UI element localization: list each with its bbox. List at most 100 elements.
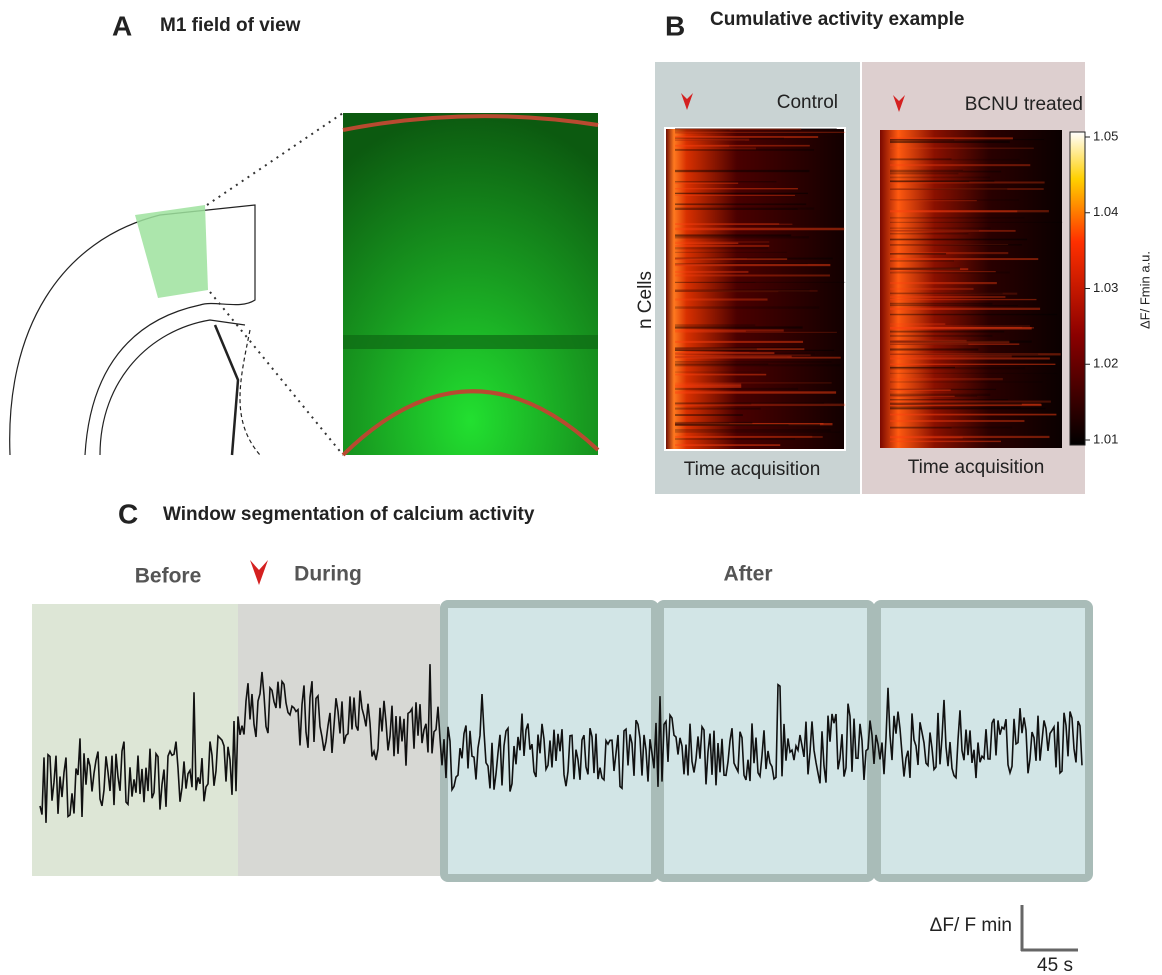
zoom-line — [210, 292, 343, 455]
heatmap-row — [675, 374, 766, 376]
heatmap-row — [890, 427, 952, 428]
colorbar-tick-label: 1.01 — [1093, 431, 1118, 446]
heatmap-row — [890, 381, 1043, 382]
panel-letter: B — [665, 10, 685, 41]
zoom-line — [207, 113, 343, 205]
window-label: During — [294, 563, 362, 586]
heatmap-row — [890, 268, 960, 270]
heatmap-row — [890, 323, 945, 324]
heatmap-row — [890, 164, 1030, 166]
brain-outline — [10, 205, 260, 455]
heatmap-row — [675, 183, 738, 184]
heatmap-row — [675, 132, 845, 133]
figure: A M1 field of view B Cumulative activity… — [0, 0, 1162, 975]
heatmap-row — [890, 141, 1010, 143]
heatmap-row — [890, 210, 1017, 212]
heatmap-row — [890, 408, 1045, 410]
heatmap-row — [890, 258, 1038, 260]
heatmap-row — [890, 314, 1057, 315]
heatmap-row — [675, 429, 831, 431]
panel-title: Cumulative activity example — [710, 9, 965, 30]
heatmap-row — [675, 332, 837, 333]
heatmap-row — [890, 299, 1036, 300]
heatmap-row — [890, 158, 952, 160]
heatmap-row — [675, 228, 844, 230]
heatmap-row — [890, 420, 1024, 422]
x-axis-label: Time acquisition — [908, 457, 1045, 478]
heatmap-row — [890, 340, 1032, 342]
heatmap-row — [675, 361, 832, 362]
heatmap-row — [675, 193, 808, 194]
heatmap-row — [675, 391, 836, 393]
heatmap-row — [675, 385, 741, 387]
colorbar-label: ΔF/ Fmin a.u. — [1137, 251, 1152, 329]
heatmap-row — [675, 282, 756, 283]
condition-label: Control — [777, 92, 838, 113]
condition-label: BCNU treated — [965, 94, 1083, 115]
heatmap-row — [675, 306, 819, 308]
heatmap-row — [890, 293, 1003, 295]
heatmap-row — [890, 222, 1062, 223]
heatmap-row — [890, 200, 977, 201]
heatmap-row — [675, 252, 787, 253]
heatmap-row — [890, 355, 1012, 357]
heatmap-row — [890, 331, 1004, 333]
heatmap-row — [890, 305, 1018, 306]
heatmap-row — [890, 233, 968, 234]
heatmap-row — [675, 242, 738, 244]
heatmap-row — [890, 303, 992, 305]
heatmap-row — [675, 352, 774, 354]
heatmap-row — [675, 329, 784, 331]
heatmap-row — [890, 327, 1022, 328]
stimulus-arrow — [250, 560, 268, 585]
heatmap-row — [675, 139, 749, 141]
heatmap-row — [890, 358, 1050, 360]
heatmap-row — [675, 195, 795, 196]
heatmap-row — [890, 344, 968, 345]
window-label: After — [723, 563, 772, 586]
heatmap-row — [675, 264, 830, 266]
heatmap-row — [675, 275, 830, 277]
heatmap-row — [890, 441, 1001, 442]
heatmap-row — [675, 364, 841, 366]
heatmap-row — [675, 170, 809, 172]
heatmap-row — [675, 444, 780, 446]
y-axis-label: n Cells — [635, 271, 656, 329]
heatmap-row — [890, 217, 1025, 219]
heatmap-row — [890, 230, 979, 231]
window-label: Before — [135, 565, 202, 588]
heatmap-row — [675, 207, 814, 209]
heatmap-row — [890, 180, 994, 182]
heatmap-row — [890, 399, 1008, 400]
panel-title: Window segmentation of calcium activity — [163, 504, 535, 525]
heatmap-row — [890, 177, 990, 179]
heatmap-row — [890, 148, 1034, 150]
colorbar-ticks: 1.051.041.031.021.01 — [1085, 128, 1118, 446]
heatmap-row — [675, 414, 743, 416]
heatmap-row — [890, 403, 1022, 405]
heatmap-row — [890, 436, 1049, 438]
heatmap-row — [675, 224, 792, 225]
heatmap-row — [675, 298, 768, 300]
fov-vessel — [343, 335, 598, 349]
heatmap-row — [890, 348, 978, 350]
heatmap-row — [890, 389, 951, 391]
heatmap-row — [890, 282, 997, 284]
colorbar-tick-label: 1.02 — [1093, 356, 1118, 371]
window-before — [32, 604, 238, 876]
heatmap-row — [675, 432, 841, 433]
colorbar-tick-label: 1.03 — [1093, 280, 1118, 295]
fov-image — [343, 113, 598, 455]
heatmap-row — [675, 149, 814, 151]
heatmap-row — [890, 170, 963, 171]
heatmap-row — [675, 438, 795, 440]
heatmap-row — [890, 189, 1007, 190]
heatmap-row — [675, 382, 832, 383]
scale-bar-label: ΔF/ F min — [930, 915, 1012, 936]
heatmap-row — [675, 234, 791, 236]
heatmap-row — [890, 239, 1027, 241]
colorbar-tick-label: 1.05 — [1093, 128, 1118, 143]
heatmap-row — [890, 335, 992, 337]
heatmap-row — [890, 373, 1057, 374]
heatmap-row — [890, 288, 974, 290]
